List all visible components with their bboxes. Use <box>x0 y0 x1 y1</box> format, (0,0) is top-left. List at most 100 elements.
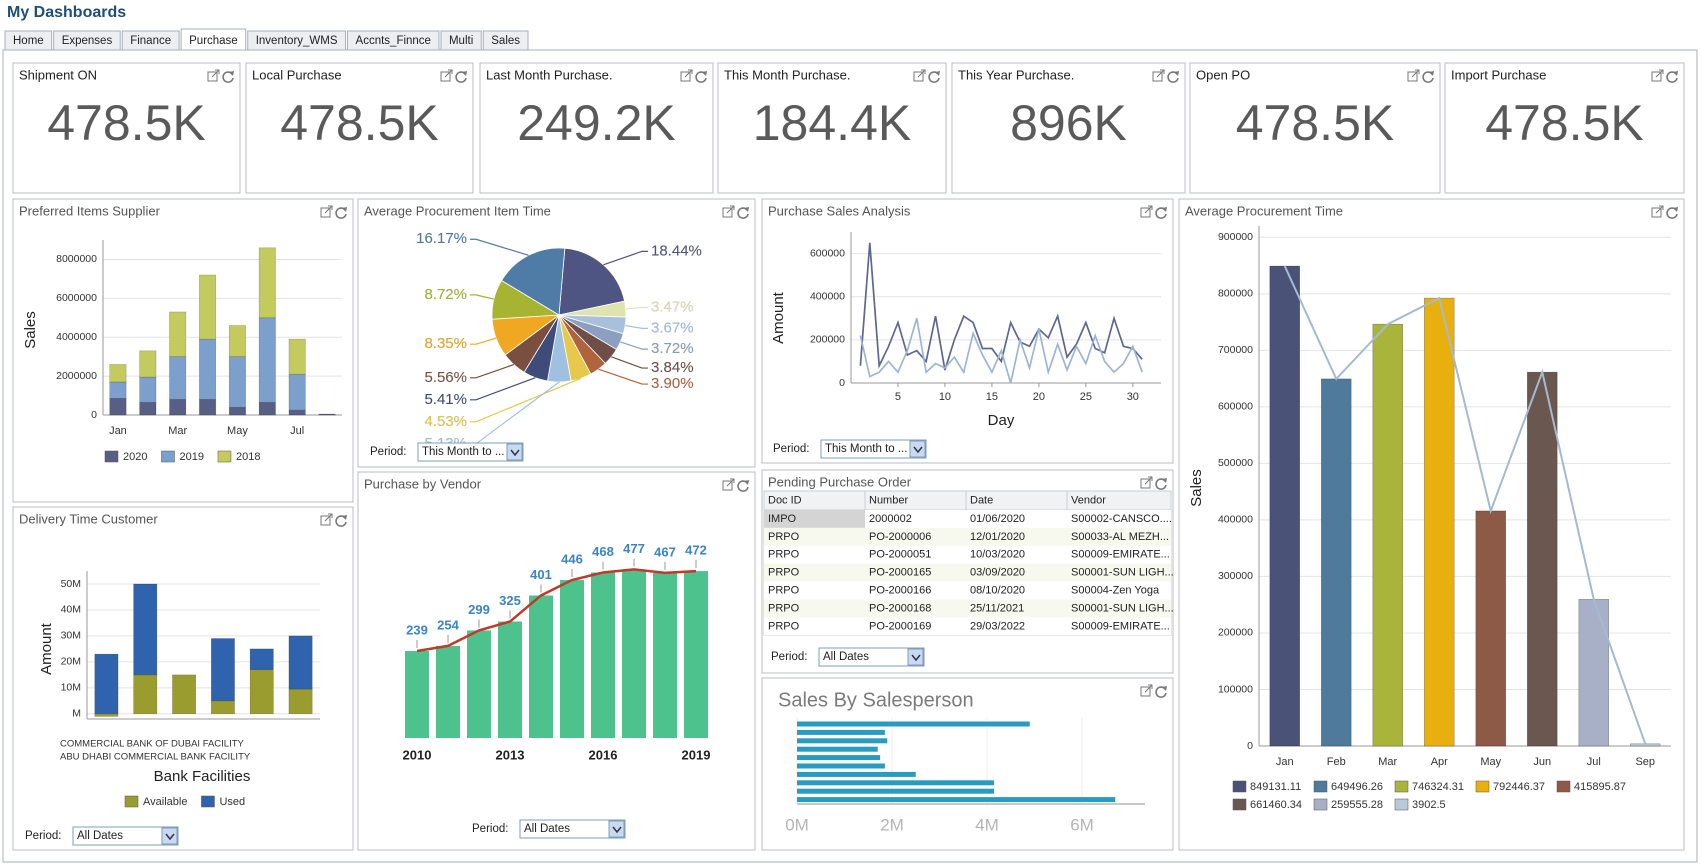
table-cell: PO-2000166 <box>869 584 931 596</box>
bar-segment <box>228 406 246 416</box>
refresh-icon[interactable] <box>1666 71 1678 83</box>
refresh-icon-head <box>1174 71 1179 76</box>
table-row-bg <box>764 510 1171 528</box>
x-tick-label: 15 <box>986 391 998 403</box>
refresh-icon[interactable] <box>455 71 467 83</box>
tab[interactable]: Accnts_Finnce <box>347 30 440 51</box>
tab[interactable]: Multi <box>440 30 482 51</box>
bar <box>622 569 646 738</box>
refresh-icon[interactable] <box>1155 207 1167 219</box>
expand-icon[interactable] <box>1140 476 1153 489</box>
expand-icon-arrow <box>1144 476 1153 485</box>
table-row[interactable]: PRPO PO-2000006 12/01/2020 S00033-AL MEZH..… <box>764 527 1171 546</box>
expand-icon[interactable] <box>680 69 693 82</box>
expand-icon-arrow <box>444 69 453 78</box>
period-select-button <box>608 820 625 838</box>
y-tick-label: 6000000 <box>56 292 97 304</box>
expand-icon[interactable] <box>913 69 926 82</box>
period-select[interactable]: This Month to ... <box>820 439 927 459</box>
bar-segment <box>109 364 127 383</box>
period-label: Period: <box>773 443 809 455</box>
expand-icon[interactable] <box>440 69 453 82</box>
table-cell: PRPO <box>768 602 800 614</box>
expand-icon[interactable] <box>1152 69 1165 82</box>
expand-icon[interactable] <box>722 205 735 218</box>
table-row[interactable]: PRPO PO-2000169 29/03/2022 S00009-EMIRATE..… <box>764 617 1171 636</box>
data-label: 3.72% <box>651 340 694 357</box>
data-label: 239 <box>406 622 428 637</box>
table-row[interactable]: PRPO PO-2000051 10/03/2020 S00009-EMIRATE..… <box>764 545 1171 564</box>
tab[interactable]: Expenses <box>53 30 121 51</box>
period-select[interactable]: All Dates <box>72 826 179 846</box>
refresh-icon[interactable] <box>928 71 940 83</box>
table-row[interactable]: PRPO PO-2000166 08/10/2020 S00004-Zen Yoga <box>764 581 1171 600</box>
expand-icon[interactable] <box>1651 205 1664 218</box>
refresh-icon[interactable] <box>695 71 707 83</box>
bar <box>1527 371 1558 747</box>
kpi-value: 478.5K <box>47 95 205 151</box>
table-cell: S00002-CANSCO.... <box>1071 513 1172 525</box>
refresh-icon-arc <box>1155 686 1167 698</box>
table-row[interactable]: PRPO PO-2000168 25/11/2021 S00001-SUN LIGH.… <box>764 599 1174 618</box>
kpi-card <box>12 62 241 194</box>
tab-label: Accnts_Finnce <box>356 35 431 47</box>
period-select[interactable]: This Month to ... <box>417 442 524 462</box>
refresh-icon[interactable] <box>1167 71 1179 83</box>
table-row[interactable]: PRPO PO-2000165 03/09/2020 S00001-SUN LIGH.… <box>764 563 1174 582</box>
table-cell: PRPO <box>768 531 800 543</box>
tab-label: Sales <box>491 35 520 47</box>
refresh-icon[interactable] <box>1666 207 1678 219</box>
y-tick-label: 900000 <box>1218 231 1253 243</box>
period-select[interactable]: All Dates <box>818 647 925 667</box>
period-select[interactable]: All Dates <box>519 819 626 839</box>
refresh-icon[interactable] <box>1155 478 1167 490</box>
refresh-icon[interactable] <box>737 207 749 219</box>
bar <box>591 572 615 738</box>
refresh-icon[interactable] <box>1422 71 1434 83</box>
table-cell: PO-2000168 <box>869 602 931 614</box>
tab[interactable]: Purchase <box>180 28 247 51</box>
expand-icon[interactable] <box>320 513 333 526</box>
expand-icon[interactable] <box>1140 205 1153 218</box>
data-label: 5.56% <box>424 369 467 386</box>
expand-icon-box <box>1140 207 1151 218</box>
refresh-icon[interactable] <box>335 207 347 219</box>
tab[interactable]: Home <box>4 30 53 51</box>
expand-icon[interactable] <box>1140 684 1153 697</box>
tab[interactable]: Finance <box>121 30 180 51</box>
refresh-icon-arc <box>737 480 749 492</box>
table-header: Number <box>869 494 908 506</box>
y-tick-label: 8000000 <box>56 253 97 265</box>
expand-icon-arrow <box>1655 69 1664 78</box>
period-select-arrow <box>165 833 175 841</box>
table-cell: PO-2000165 <box>869 567 931 579</box>
expand-icon[interactable] <box>722 478 735 491</box>
table-row[interactable]: IMPO 2000002 01/06/2020 S00002-CANSCO.... <box>764 510 1172 528</box>
expand-icon[interactable] <box>320 205 333 218</box>
bar <box>1424 297 1455 747</box>
bar-segment <box>258 247 276 319</box>
pie-leader <box>611 356 648 369</box>
refresh-icon-arc <box>335 207 347 219</box>
tab[interactable]: Sales <box>482 30 529 51</box>
x-tick-label: 2016 <box>589 747 618 762</box>
expand-icon[interactable] <box>1651 69 1664 82</box>
data-label: 254 <box>437 617 459 632</box>
refresh-icon[interactable] <box>1155 686 1167 698</box>
refresh-icon[interactable] <box>335 515 347 527</box>
period-select-box <box>417 442 524 462</box>
expand-icon[interactable] <box>207 69 220 82</box>
bar <box>405 651 429 738</box>
legend-swatch <box>1475 780 1490 793</box>
x-tick-label: Jan <box>109 425 127 437</box>
refresh-icon[interactable] <box>222 71 234 83</box>
legend-label: 2020 <box>123 451 147 463</box>
data-label: 401 <box>530 567 552 582</box>
refresh-icon-arc <box>928 71 940 83</box>
bar <box>797 780 995 786</box>
expand-icon[interactable] <box>1407 69 1420 82</box>
tab[interactable]: Inventory_WMS <box>247 30 347 51</box>
table-cell: S00009-EMIRATE... <box>1071 549 1170 561</box>
refresh-icon[interactable] <box>737 480 749 492</box>
